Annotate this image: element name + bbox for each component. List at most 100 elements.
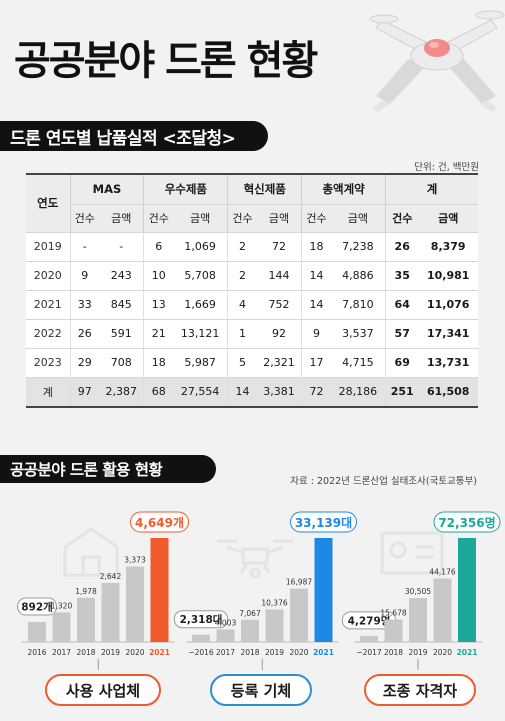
section-banner-delivery: 드론 연도별 납품실적 <조달청>	[0, 121, 268, 151]
cell-count: 2	[227, 261, 257, 291]
cell-amount: 2,321	[256, 348, 302, 378]
value-label: 44,176	[429, 568, 455, 577]
cell-amount: 11,076	[418, 290, 478, 320]
bar	[192, 634, 210, 642]
cell-amount: 3,537	[330, 319, 386, 349]
cell-amount: 72	[256, 232, 302, 262]
x-tick-label: 2020	[433, 648, 452, 657]
value-label: 4,279명	[348, 614, 391, 627]
unit-note: 단위: 건, 백만원	[414, 162, 479, 173]
value-label: 892개	[21, 601, 53, 614]
bar	[52, 612, 71, 642]
bar	[290, 588, 308, 642]
bar	[314, 538, 333, 642]
chart-title-businesses: 사용 사업체	[45, 674, 161, 706]
table-row: 2022 26 591 21 13,121 1 92 9 3,537 57 17,341	[26, 319, 478, 349]
total-count: 72	[301, 377, 331, 408]
header-mas: MAS	[69, 174, 144, 205]
cell-amount: 7,810	[330, 290, 386, 320]
bar	[409, 598, 427, 642]
cell-count: 17	[301, 348, 331, 378]
total-amount: 27,554	[173, 377, 228, 408]
value-bubble	[433, 511, 501, 533]
section-banner-usage: 공공분야 드론 활용 현황	[0, 455, 216, 483]
x-tick-label: 2019	[265, 648, 284, 657]
cell-amount: 845	[99, 290, 144, 320]
id-card-icon	[380, 531, 444, 575]
cell-count: 64	[385, 290, 419, 320]
page-title: 공공분야 드론 현황	[14, 38, 318, 84]
table-row: 2020 9 243 10 5,708 2 144 14 4,886 35 10,981	[26, 261, 478, 291]
cell-amount: 13,121	[173, 319, 228, 349]
value-bubble	[173, 610, 229, 629]
cell-amount: 5,987	[173, 348, 228, 378]
x-tick-label: ~2016	[188, 648, 214, 657]
cell-count: -	[69, 232, 100, 262]
cell-amount: 17,341	[418, 319, 478, 349]
cell-amount: 5,708	[173, 261, 228, 291]
value-label: 33,139대	[295, 516, 352, 530]
total-count: 68	[143, 377, 174, 408]
total-count: 14	[227, 377, 257, 408]
bar	[241, 619, 259, 642]
cell-amount: 708	[99, 348, 144, 378]
subheader-count: 건수	[227, 204, 257, 233]
cell-count: 13	[143, 290, 174, 320]
x-tick-label: 2021	[149, 648, 170, 657]
drone-icon	[217, 539, 294, 579]
value-label: 4,649개	[135, 516, 184, 530]
x-tick-label: 2016	[27, 648, 46, 657]
chart-title-registered-drones: 등록 기체	[210, 674, 312, 706]
value-label: 2,642	[100, 572, 122, 581]
subheader-amount: 금액	[99, 204, 144, 233]
cell-count: 18	[143, 348, 174, 378]
x-tick-label: 2021	[313, 648, 334, 657]
x-tick-label: 2017	[216, 648, 235, 657]
cell-count: 21	[143, 319, 174, 349]
subheader-count: 건수	[69, 204, 100, 233]
cell-count: 1	[227, 319, 257, 349]
total-count: 251	[385, 377, 419, 408]
value-label: 2,318대	[180, 613, 223, 626]
header-sum: 계	[385, 174, 478, 205]
cell-count: 18	[301, 232, 331, 262]
cell-amount: 10,981	[418, 261, 478, 291]
header-excellent: 우수제품	[143, 174, 228, 205]
cell-count: 26	[385, 232, 419, 262]
subheader-amount: 금액	[418, 204, 478, 233]
value-label: 16,987	[286, 578, 312, 587]
bar	[265, 609, 284, 642]
header-total-contract: 총액계약	[301, 174, 386, 205]
cell-count: 57	[385, 319, 419, 349]
cell-count: 6	[143, 232, 174, 262]
cell-amount: 4,886	[330, 261, 386, 291]
source-note: 자료 : 2022년 드론산업 실태조사(국토교통부)	[290, 476, 477, 487]
value-label: 7,067	[239, 609, 261, 618]
table-header-row: 연도 MAS 우수제품 혁신제품 총액계약 계	[26, 174, 478, 233]
cell-count: 9	[69, 261, 100, 291]
value-label: 4,003	[215, 618, 237, 627]
subheader-amount: 금액	[173, 204, 228, 233]
x-tick-label: 2020	[125, 648, 144, 657]
cell-count: 26	[69, 319, 100, 349]
cell-count: 33	[69, 290, 100, 320]
value-label: 3,373	[124, 556, 146, 565]
value-label: 10,376	[261, 598, 287, 607]
x-tick-label: 2018	[384, 648, 403, 657]
header-innovation: 혁신제품	[227, 174, 302, 205]
factory-icon	[63, 527, 119, 577]
cell-count: 4	[227, 290, 257, 320]
cell-count: 29	[69, 348, 100, 378]
cell-count: 5	[227, 348, 257, 378]
cell-amount: 1,069	[173, 232, 228, 262]
bar	[458, 538, 476, 642]
value-label: 30,505	[405, 587, 431, 596]
table-row: 2021 33 845 13 1,669 4 752 14 7,810 64 11,076	[26, 290, 478, 320]
bar	[150, 538, 169, 642]
subheader-amount: 금액	[256, 204, 302, 233]
total-amount: 28,186	[330, 377, 386, 408]
chart-title-pilots: 조종 자격자	[364, 674, 476, 706]
cell-count: 10	[143, 261, 174, 291]
cell-amount: 591	[99, 319, 144, 349]
cell-amount: 1,669	[173, 290, 228, 320]
